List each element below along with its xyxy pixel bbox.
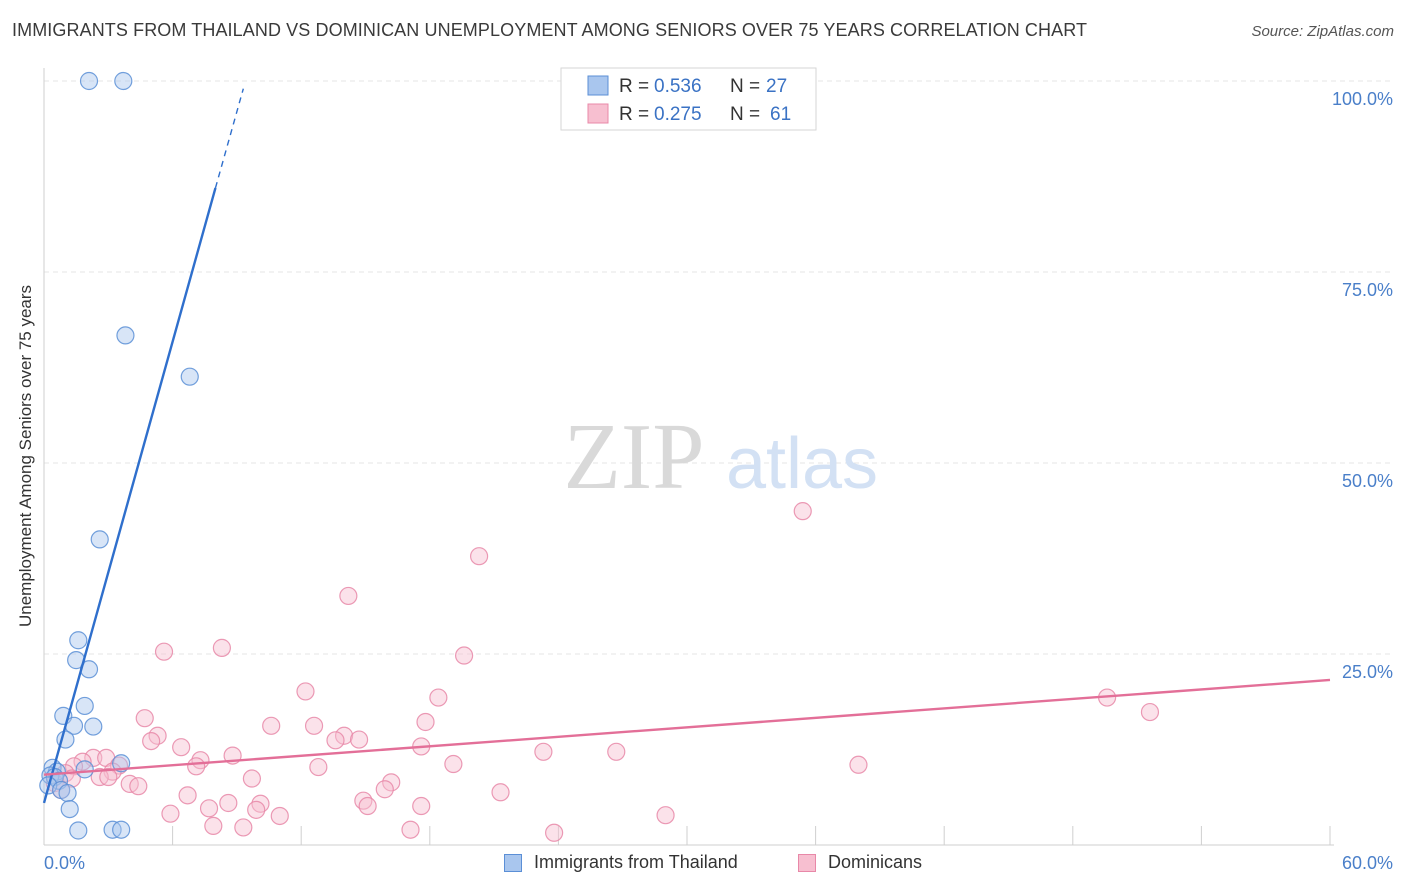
legend-label-thailand: Immigrants from Thailand: [534, 852, 738, 872]
legend-r-label-dominicans: R =: [619, 104, 649, 125]
legend-swatch-thailand: [587, 75, 609, 96]
point-dominicans: [247, 800, 266, 819]
point-dominicans: [242, 769, 262, 788]
point-dominicans: [154, 642, 174, 661]
axes: [43, 68, 1334, 846]
point-dominicans: [382, 773, 401, 792]
x-tick-label-max: 60.0%: [1342, 853, 1393, 873]
point-dominicans: [99, 767, 118, 787]
point-dominicans: [304, 716, 324, 735]
point-thailand: [75, 696, 94, 716]
source-label: Source: ZipAtlas.com: [1251, 23, 1394, 40]
legend-item-dominicans[interactable]: Dominicans: [798, 852, 922, 873]
point-dominicans: [142, 731, 161, 751]
legend-item-thailand[interactable]: Immigrants from Thailand: [504, 852, 738, 873]
legend-r-label-thailand: R =: [619, 76, 649, 97]
tick-labels: 25.0% 50.0% 75.0% 100.0% 0.0% 60.0%: [44, 89, 1393, 873]
point-dominicans: [187, 757, 206, 776]
watermark-zip: ZIP: [564, 405, 705, 509]
chart-title: IMMIGRANTS FROM THAILAND VS DOMINICAN UN…: [12, 20, 1088, 40]
legend-n-value-dominicans: 61: [770, 104, 791, 125]
point-dominicans: [219, 793, 238, 813]
point-thailand: [75, 760, 94, 779]
point-dominicans: [135, 709, 154, 728]
legend-n-label-thailand: N =: [730, 76, 760, 97]
legend-r-value-dominicans: 0.275: [654, 104, 702, 125]
point-dominicans: [416, 712, 435, 732]
point-thailand: [69, 821, 88, 840]
point-dominicans: [326, 731, 345, 750]
legend-r-value-thailand: 0.536: [654, 76, 702, 97]
point-dominicans: [401, 820, 420, 839]
point-dominicans: [339, 586, 358, 606]
point-thailand: [114, 71, 133, 91]
point-dominicans: [444, 754, 463, 774]
point-dominicans: [349, 730, 369, 749]
point-thailand: [69, 631, 88, 650]
y-tick-label: 100.0%: [1332, 89, 1393, 109]
point-thailand: [58, 783, 77, 803]
trend-line-thailand: [42, 187, 217, 804]
point-dominicans: [178, 786, 197, 805]
point-dominicans: [270, 806, 289, 826]
point-thailand: [112, 754, 131, 773]
point-thailand: [84, 717, 103, 736]
point-dominicans: [412, 796, 431, 816]
point-dominicans: [334, 726, 354, 745]
point-thailand: [79, 71, 99, 91]
point-dominicans: [656, 806, 675, 825]
point-thailand: [180, 367, 199, 386]
legend-top: R = 0.536 N = 27 R = 0.275 N = 61: [560, 67, 817, 131]
x-tick-label-min: 0.0%: [44, 853, 85, 873]
point-dominicans: [607, 742, 626, 761]
point-dominicans: [491, 783, 510, 802]
point-dominicans: [469, 547, 489, 566]
point-dominicans: [204, 816, 223, 836]
point-dominicans: [309, 757, 328, 777]
point-thailand: [112, 820, 131, 839]
legend-n-value-thailand: 27: [766, 76, 787, 97]
watermark: ZIP atlas: [564, 405, 879, 509]
y-tick-label: 75.0%: [1342, 280, 1393, 300]
point-dominicans: [454, 646, 474, 665]
legend-swatch-thailand-bottom: [504, 853, 522, 872]
watermark-atlas: atlas: [726, 424, 878, 504]
trend-line-dominicans: [43, 678, 1331, 776]
point-dominicans: [199, 799, 219, 818]
point-dominicans: [212, 638, 231, 657]
point-dominicans: [545, 823, 564, 842]
point-dominicans: [429, 688, 448, 707]
point-dominicans: [172, 738, 191, 757]
data-points: [39, 71, 1160, 842]
point-thailand: [60, 799, 79, 819]
legend-n-label-dominicans: N =: [730, 104, 760, 125]
legend-swatch-dominicans-bottom: [798, 853, 816, 872]
y-tick-label: 50.0%: [1342, 471, 1393, 491]
y-tick-label: 25.0%: [1342, 662, 1393, 682]
point-dominicans: [793, 502, 812, 521]
trend-line-thailand-extension: [214, 88, 245, 189]
legend-label-dominicans: Dominicans: [828, 852, 923, 872]
point-dominicans: [296, 682, 315, 701]
trend-lines: [42, 88, 1331, 804]
grid: [44, 80, 1394, 655]
point-dominicans: [262, 716, 281, 735]
point-dominicans: [161, 804, 180, 823]
point-dominicans: [234, 818, 253, 837]
point-thailand: [90, 530, 109, 549]
legend-swatch-dominicans: [587, 103, 609, 124]
point-dominicans: [849, 755, 868, 774]
point-dominicans: [534, 742, 553, 761]
point-dominicans: [375, 780, 394, 799]
point-dominicans: [358, 796, 377, 816]
point-dominicans: [1140, 702, 1160, 722]
legend-bottom: Immigrants from Thailand Dominicans: [0, 852, 1406, 878]
point-dominicans: [129, 777, 148, 796]
point-thailand: [116, 326, 135, 345]
